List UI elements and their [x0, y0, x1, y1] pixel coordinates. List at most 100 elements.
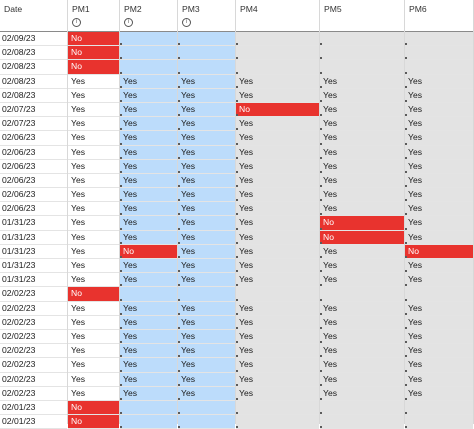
- table-cell[interactable]: Yes: [405, 145, 473, 160]
- table-cell[interactable]: Yes: [68, 103, 119, 118]
- table-cell[interactable]: No: [320, 216, 404, 231]
- table-cell[interactable]: [236, 46, 319, 61]
- table-cell[interactable]: Yes: [320, 188, 404, 203]
- table-cell[interactable]: Yes: [68, 358, 119, 373]
- table-cell[interactable]: No: [405, 244, 473, 259]
- table-cell[interactable]: Yes: [178, 74, 235, 89]
- table-cell[interactable]: [405, 32, 473, 47]
- table-cell[interactable]: Yes: [120, 216, 177, 231]
- table-cell[interactable]: Yes: [320, 202, 404, 217]
- table-cell[interactable]: [236, 32, 319, 47]
- date-cell[interactable]: 02/02/23: [0, 315, 67, 330]
- table-cell[interactable]: [405, 60, 473, 75]
- table-cell[interactable]: Yes: [178, 344, 235, 359]
- table-cell[interactable]: [178, 32, 235, 47]
- column-header-pm3[interactable]: PM3 i: [178, 0, 235, 32]
- table-cell[interactable]: Yes: [236, 344, 319, 359]
- table-cell[interactable]: Yes: [68, 387, 119, 401]
- table-cell[interactable]: Yes: [68, 188, 119, 203]
- table-cell[interactable]: Yes: [178, 329, 235, 345]
- table-cell[interactable]: [120, 415, 177, 429]
- info-icon[interactable]: i: [182, 18, 191, 27]
- table-cell[interactable]: [178, 60, 235, 75]
- table-cell[interactable]: Yes: [120, 230, 177, 245]
- table-cell[interactable]: [236, 415, 319, 429]
- table-cell[interactable]: Yes: [68, 89, 119, 103]
- table-cell[interactable]: Yes: [236, 74, 319, 89]
- table-cell[interactable]: Yes: [120, 329, 177, 345]
- date-cell[interactable]: 01/31/23: [0, 259, 67, 274]
- table-cell[interactable]: No: [68, 400, 119, 416]
- table-cell[interactable]: Yes: [236, 173, 319, 189]
- table-cell[interactable]: Yes: [120, 315, 177, 330]
- table-cell[interactable]: Yes: [405, 329, 473, 345]
- table-cell[interactable]: Yes: [178, 159, 235, 174]
- table-cell[interactable]: No: [68, 287, 119, 302]
- table-cell[interactable]: Yes: [405, 159, 473, 174]
- table-cell[interactable]: Yes: [236, 117, 319, 132]
- table-cell[interactable]: Yes: [405, 173, 473, 189]
- table-cell[interactable]: Yes: [120, 358, 177, 373]
- info-icon[interactable]: i: [72, 18, 81, 27]
- table-cell[interactable]: [320, 400, 404, 416]
- table-cell[interactable]: Yes: [178, 386, 235, 401]
- table-cell[interactable]: Yes: [236, 372, 319, 387]
- table-cell[interactable]: Yes: [320, 358, 404, 373]
- table-cell[interactable]: Yes: [236, 315, 319, 330]
- table-cell[interactable]: Yes: [178, 102, 235, 118]
- table-cell[interactable]: Yes: [320, 301, 404, 316]
- table-cell[interactable]: [120, 46, 177, 61]
- table-cell[interactable]: [405, 400, 473, 416]
- date-cell[interactable]: 02/06/23: [0, 131, 67, 146]
- table-cell[interactable]: Yes: [320, 159, 404, 174]
- table-cell[interactable]: Yes: [236, 329, 319, 345]
- table-cell[interactable]: Yes: [178, 117, 235, 132]
- date-cell[interactable]: 02/06/23: [0, 159, 67, 174]
- table-cell[interactable]: Yes: [320, 273, 404, 288]
- date-cell[interactable]: 02/09/23: [0, 32, 67, 47]
- table-cell[interactable]: No: [68, 46, 119, 61]
- table-cell[interactable]: Yes: [68, 330, 119, 345]
- table-cell[interactable]: Yes: [320, 173, 404, 189]
- column-header-pm5[interactable]: PM5: [320, 0, 404, 32]
- date-cell[interactable]: 01/31/23: [0, 216, 67, 231]
- table-cell[interactable]: Yes: [120, 259, 177, 274]
- table-cell[interactable]: Yes: [120, 74, 177, 89]
- table-cell[interactable]: No: [68, 415, 119, 429]
- date-cell[interactable]: 02/08/23: [0, 46, 67, 61]
- table-cell[interactable]: Yes: [320, 117, 404, 132]
- table-cell[interactable]: [120, 32, 177, 47]
- table-cell[interactable]: Yes: [178, 202, 235, 217]
- table-cell[interactable]: Yes: [320, 244, 404, 259]
- column-header-pm6[interactable]: PM6: [405, 0, 473, 32]
- table-cell[interactable]: No: [236, 102, 319, 118]
- table-cell[interactable]: Yes: [405, 301, 473, 316]
- table-cell[interactable]: [178, 46, 235, 61]
- table-cell[interactable]: No: [120, 244, 177, 259]
- table-cell[interactable]: Yes: [236, 244, 319, 259]
- table-cell[interactable]: Yes: [68, 131, 119, 146]
- table-cell[interactable]: Yes: [68, 75, 119, 89]
- table-cell[interactable]: Yes: [405, 372, 473, 387]
- table-cell[interactable]: Yes: [405, 315, 473, 330]
- date-cell[interactable]: 01/31/23: [0, 230, 67, 245]
- table-cell[interactable]: Yes: [320, 372, 404, 387]
- table-cell[interactable]: Yes: [320, 329, 404, 345]
- table-cell[interactable]: [320, 287, 404, 302]
- column-header-pm1[interactable]: PM1 i: [68, 0, 119, 32]
- table-cell[interactable]: [120, 400, 177, 416]
- table-cell[interactable]: Yes: [68, 273, 119, 288]
- table-cell[interactable]: Yes: [178, 188, 235, 203]
- table-cell[interactable]: Yes: [405, 259, 473, 274]
- table-cell[interactable]: Yes: [120, 372, 177, 387]
- table-cell[interactable]: Yes: [120, 131, 177, 146]
- table-cell[interactable]: [120, 60, 177, 75]
- table-cell[interactable]: Yes: [178, 230, 235, 245]
- table-cell[interactable]: Yes: [236, 88, 319, 103]
- table-cell[interactable]: Yes: [236, 301, 319, 316]
- table-cell[interactable]: Yes: [320, 315, 404, 330]
- table-cell[interactable]: [320, 60, 404, 75]
- table-cell[interactable]: Yes: [178, 372, 235, 387]
- date-cell[interactable]: 02/01/23: [0, 400, 67, 416]
- table-cell[interactable]: Yes: [320, 88, 404, 103]
